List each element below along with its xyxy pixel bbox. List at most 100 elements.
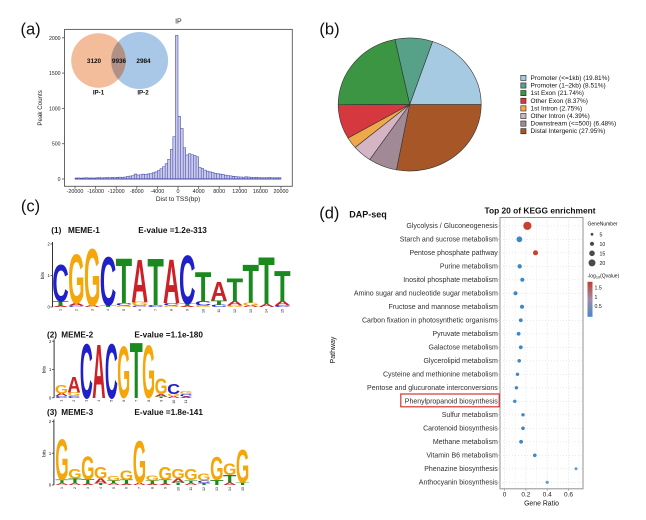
svg-text:T: T — [197, 483, 211, 486]
svg-text:G: G — [55, 428, 68, 493]
svg-text:G: G — [116, 305, 132, 307]
svg-text:G: G — [184, 467, 197, 484]
svg-text:1500: 1500 — [49, 71, 61, 77]
svg-text:Amino sugar and nucleotide sug: Amino sugar and nucleotide sugar metabol… — [354, 291, 498, 298]
svg-text:11: 11 — [217, 309, 221, 313]
svg-text:C: C — [105, 329, 118, 416]
svg-text:A: A — [133, 483, 147, 486]
svg-text:5: 5 — [600, 232, 603, 238]
svg-text:C: C — [167, 381, 180, 397]
svg-text:9: 9 — [186, 309, 190, 311]
svg-text:Pathway: Pathway — [330, 336, 337, 363]
svg-text:G: G — [223, 460, 236, 478]
svg-text:0: 0 — [49, 395, 52, 400]
svg-text:T: T — [179, 304, 196, 307]
svg-text:0.4: 0.4 — [543, 491, 552, 498]
svg-text:5: 5 — [112, 487, 116, 489]
svg-text:Carotenoid biosynthesis: Carotenoid biosynthesis — [423, 426, 498, 433]
svg-text:11: 11 — [184, 400, 188, 404]
svg-text:T: T — [211, 299, 228, 306]
svg-text:A: A — [145, 483, 159, 485]
svg-text:C: C — [197, 480, 211, 484]
svg-text:-12000: -12000 — [108, 189, 125, 195]
svg-text:2984: 2984 — [136, 58, 151, 65]
svg-text:E-value =1.2e-313: E-value =1.2e-313 — [138, 226, 207, 235]
svg-text:4000: 4000 — [193, 189, 205, 195]
svg-text:14: 14 — [265, 309, 269, 313]
svg-text:A: A — [120, 483, 134, 485]
svg-text:0: 0 — [58, 177, 61, 183]
svg-text:9: 9 — [159, 400, 163, 402]
svg-text:(3): (3) — [47, 408, 57, 417]
svg-text:MEME-2: MEME-2 — [61, 330, 93, 339]
svg-text:0: 0 — [177, 189, 180, 195]
svg-text:G: G — [68, 241, 84, 320]
svg-text:1000: 1000 — [49, 106, 61, 112]
svg-text:A: A — [226, 300, 243, 307]
svg-text:A: A — [163, 248, 180, 318]
svg-text:C: C — [67, 395, 80, 398]
svg-text:A: A — [258, 303, 275, 308]
svg-text:A: A — [55, 483, 69, 486]
svg-text:(d): (d) — [319, 205, 339, 223]
svg-text:bits: bits — [40, 271, 45, 279]
svg-text:T: T — [130, 327, 143, 416]
svg-text:GeneNumber: GeneNumber — [588, 222, 618, 228]
svg-text:1: 1 — [60, 400, 64, 402]
svg-text:11: 11 — [189, 487, 193, 491]
svg-text:C: C — [274, 305, 291, 308]
svg-text:8: 8 — [147, 400, 151, 402]
svg-text:A: A — [68, 303, 85, 307]
svg-text:0.5: 0.5 — [595, 304, 602, 310]
svg-text:MEME-1: MEME-1 — [68, 226, 100, 235]
svg-text:Distal Intergenic (27.95%): Distal Intergenic (27.95%) — [531, 128, 606, 135]
svg-text:1.5: 1.5 — [595, 285, 602, 291]
svg-text:A: A — [52, 305, 69, 307]
svg-text:Peak Counts: Peak Counts — [37, 90, 44, 125]
svg-text:Other Exon (8.37%): Other Exon (8.37%) — [531, 98, 588, 105]
svg-text:T: T — [195, 263, 212, 311]
svg-text:0.2: 0.2 — [521, 491, 530, 498]
svg-text:G: G — [132, 301, 149, 307]
svg-text:0: 0 — [47, 305, 50, 310]
svg-text:T: T — [116, 245, 132, 318]
svg-text:G: G — [197, 471, 210, 482]
svg-text:bits: bits — [41, 449, 46, 457]
svg-text:7: 7 — [138, 487, 142, 489]
svg-text:1: 1 — [49, 367, 52, 372]
svg-text:Downstream (<=500) (6.48%): Downstream (<=500) (6.48%) — [531, 121, 617, 128]
svg-text:Dist to TSS(bp): Dist to TSS(bp) — [156, 196, 200, 203]
svg-text:A: A — [184, 483, 198, 486]
svg-text:10: 10 — [176, 487, 180, 491]
svg-text:0.6: 0.6 — [564, 491, 573, 498]
svg-text:20000: 20000 — [274, 189, 289, 195]
svg-text:1: 1 — [595, 295, 598, 301]
svg-text:G: G — [142, 332, 155, 415]
svg-text:G: G — [242, 302, 258, 307]
svg-text:C: C — [211, 304, 228, 308]
svg-text:C: C — [100, 242, 116, 320]
svg-text:2: 2 — [47, 242, 50, 247]
svg-text:-20000: -20000 — [67, 189, 84, 195]
svg-text:A: A — [274, 299, 291, 306]
svg-text:3: 3 — [90, 309, 94, 311]
svg-text:2000: 2000 — [49, 36, 61, 42]
svg-text:15: 15 — [281, 309, 285, 313]
svg-text:T: T — [94, 483, 108, 486]
svg-text:A: A — [131, 247, 148, 316]
svg-text:10: 10 — [201, 309, 205, 313]
svg-text:4: 4 — [97, 400, 101, 402]
svg-text:-4000: -4000 — [151, 189, 165, 195]
svg-text:-16000: -16000 — [87, 189, 104, 195]
svg-text:A: A — [179, 305, 196, 307]
svg-text:G: G — [236, 440, 249, 493]
svg-text:C: C — [116, 303, 133, 307]
svg-text:13: 13 — [249, 309, 253, 313]
svg-text:T: T — [68, 477, 81, 485]
svg-text:G: G — [146, 474, 159, 482]
svg-text:5: 5 — [110, 400, 114, 402]
svg-text:A: A — [154, 393, 168, 397]
svg-text:3120: 3120 — [87, 58, 102, 65]
svg-text:15: 15 — [600, 251, 606, 257]
svg-text:C: C — [80, 329, 93, 416]
